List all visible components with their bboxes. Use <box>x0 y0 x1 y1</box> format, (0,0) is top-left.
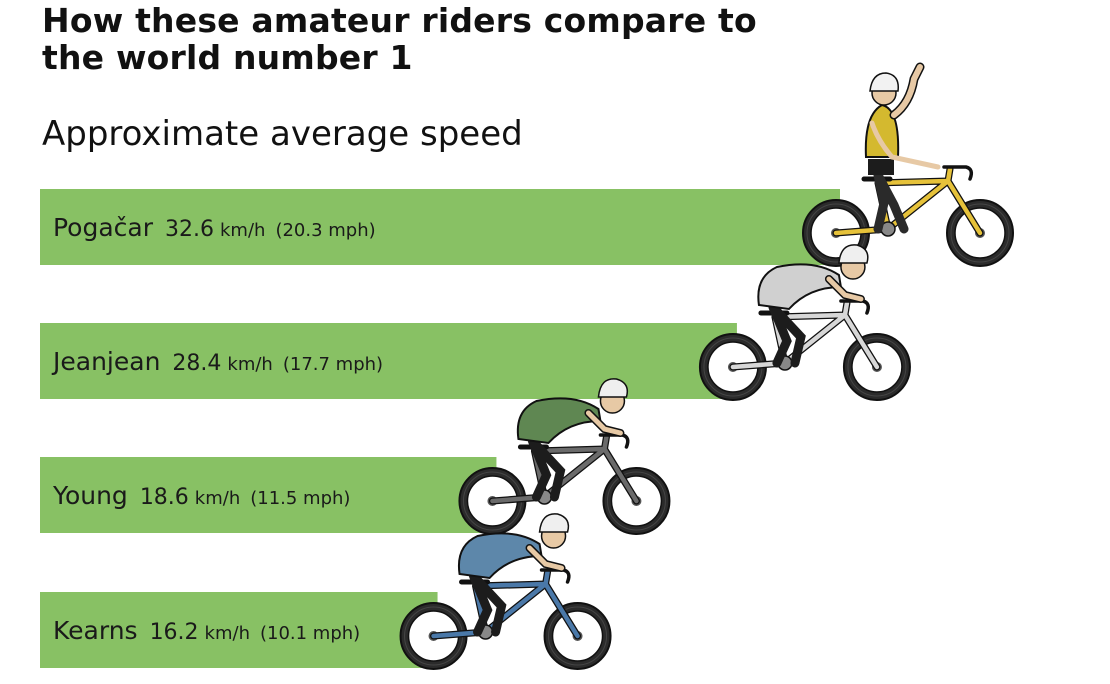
rider-name: Jeanjean <box>51 347 160 376</box>
speed-unit: km/h <box>220 220 265 241</box>
speed-unit: km/h <box>227 354 272 375</box>
rider-name: Pogačar <box>53 213 154 242</box>
speed-mph: (10.1 mph) <box>260 623 360 644</box>
speed-value: 18.6 <box>140 485 189 510</box>
bar-label-1: Jeanjean 28.4 km/h (17.7 mph) <box>51 347 383 376</box>
bar-label-3: Kearns 16.2 km/h (10.1 mph) <box>53 616 360 645</box>
bar-2 <box>40 457 497 533</box>
rider-jersey <box>516 397 602 445</box>
cyclist-icon <box>458 378 671 535</box>
helmet <box>597 378 629 398</box>
bar-0 <box>40 189 840 265</box>
speed-value: 28.4 <box>172 351 221 376</box>
rider-jersey <box>457 532 543 580</box>
bar-3 <box>40 592 438 668</box>
bar-label-0: Pogačar 32.6 km/h (20.3 mph) <box>53 213 376 242</box>
speed-mph: (17.7 mph) <box>283 354 383 375</box>
speed-mph: (20.3 mph) <box>275 220 375 241</box>
helmet <box>538 513 570 533</box>
speed-unit: km/h <box>205 623 250 644</box>
speed-unit: km/h <box>195 488 240 509</box>
chart-title: How these amateur riders compare to the … <box>42 1 757 77</box>
chart-subtitle: Approximate average speed <box>42 114 523 154</box>
cyclist-icon <box>399 513 612 670</box>
bar-label-2: Young 18.6 km/h (11.5 mph) <box>52 481 350 510</box>
rider-jersey <box>757 263 843 311</box>
speed-value: 16.2 <box>150 620 199 645</box>
speed-mph: (11.5 mph) <box>250 488 350 509</box>
rider-name: Young <box>52 481 128 510</box>
helmet <box>838 244 869 264</box>
speed-value: 32.6 <box>165 217 214 242</box>
cyclist-celebrating-icon <box>802 62 1014 267</box>
rider-name: Kearns <box>53 616 138 645</box>
cyclist-icon <box>698 244 911 401</box>
helmet <box>869 72 899 92</box>
